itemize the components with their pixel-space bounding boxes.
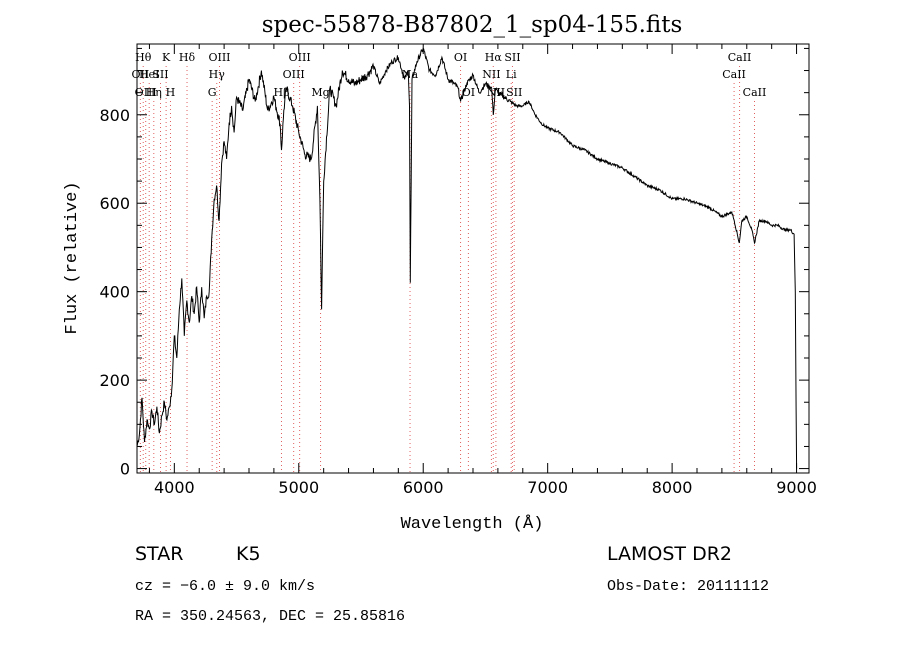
plot-frame [136, 43, 810, 474]
redshift-cz: cz = −6.0 ± 9.0 km/s [135, 578, 315, 595]
line-label: OIII [208, 51, 230, 64]
y-axis: 0 200 400 600 800 [99, 47, 809, 479]
line-label: Li [506, 68, 517, 81]
line-label: G [208, 86, 217, 99]
x-tick-label: 6000 [403, 478, 444, 497]
line-label: SII [506, 86, 522, 99]
line-label: SII [152, 68, 168, 81]
line-label: CaII [728, 51, 752, 64]
line-label: OIII [135, 86, 157, 99]
line-annotations: OIIHθOIIIHeIHηSIIKHHδGHγOIIIHβOIIIOIIIMg… [132, 51, 767, 99]
line-label: Hγ [209, 68, 226, 81]
coordinates: RA = 350.24563, DEC = 25.85816 [135, 608, 405, 625]
object-class: STAR [135, 543, 183, 565]
y-tick-label: 600 [99, 194, 130, 213]
line-label: SII [504, 51, 520, 64]
x-tick-label: 9000 [776, 478, 817, 497]
line-label: Hθ [135, 51, 152, 64]
line-label: CaII [743, 86, 767, 99]
y-tick-label: 0 [120, 460, 130, 479]
x-tick-label: 8000 [652, 478, 693, 497]
line-label: CaII [722, 68, 746, 81]
y-tick-label: 400 [99, 283, 130, 302]
line-label: Mg [311, 86, 329, 99]
line-label: NII [482, 68, 500, 81]
y-tick-label: 200 [99, 371, 130, 390]
x-axis-label: Wavelength (Å) [401, 515, 544, 534]
y-axis-label: Flux (relative) [63, 181, 82, 334]
y-tick-label: 800 [99, 106, 130, 125]
line-label: OII [132, 68, 150, 81]
line-label: Hα [485, 51, 503, 64]
line-label: K [162, 51, 171, 64]
survey-name: LAMOST DR2 [607, 543, 732, 565]
line-label: HeI [139, 68, 159, 81]
chart-title: spec-55878-B87802_1_sp04-155.fits [262, 12, 683, 38]
object-subclass: K5 [236, 543, 261, 565]
line-label: Hη [146, 86, 162, 99]
line-label: H [166, 86, 176, 99]
spectrum-line [136, 47, 798, 469]
obs-date: Obs-Date: 20111112 [607, 578, 769, 595]
line-label: OI [454, 51, 467, 64]
x-tick-label: 7000 [527, 478, 568, 497]
line-label: Hδ [179, 51, 196, 64]
line-markers [139, 66, 755, 473]
x-axis: 4000 5000 6000 7000 8000 9000 [148, 44, 817, 497]
x-tick-label: 4000 [154, 478, 195, 497]
x-tick-label: 5000 [278, 478, 319, 497]
line-label: OIII [283, 68, 305, 81]
line-label: OIII [289, 51, 311, 64]
